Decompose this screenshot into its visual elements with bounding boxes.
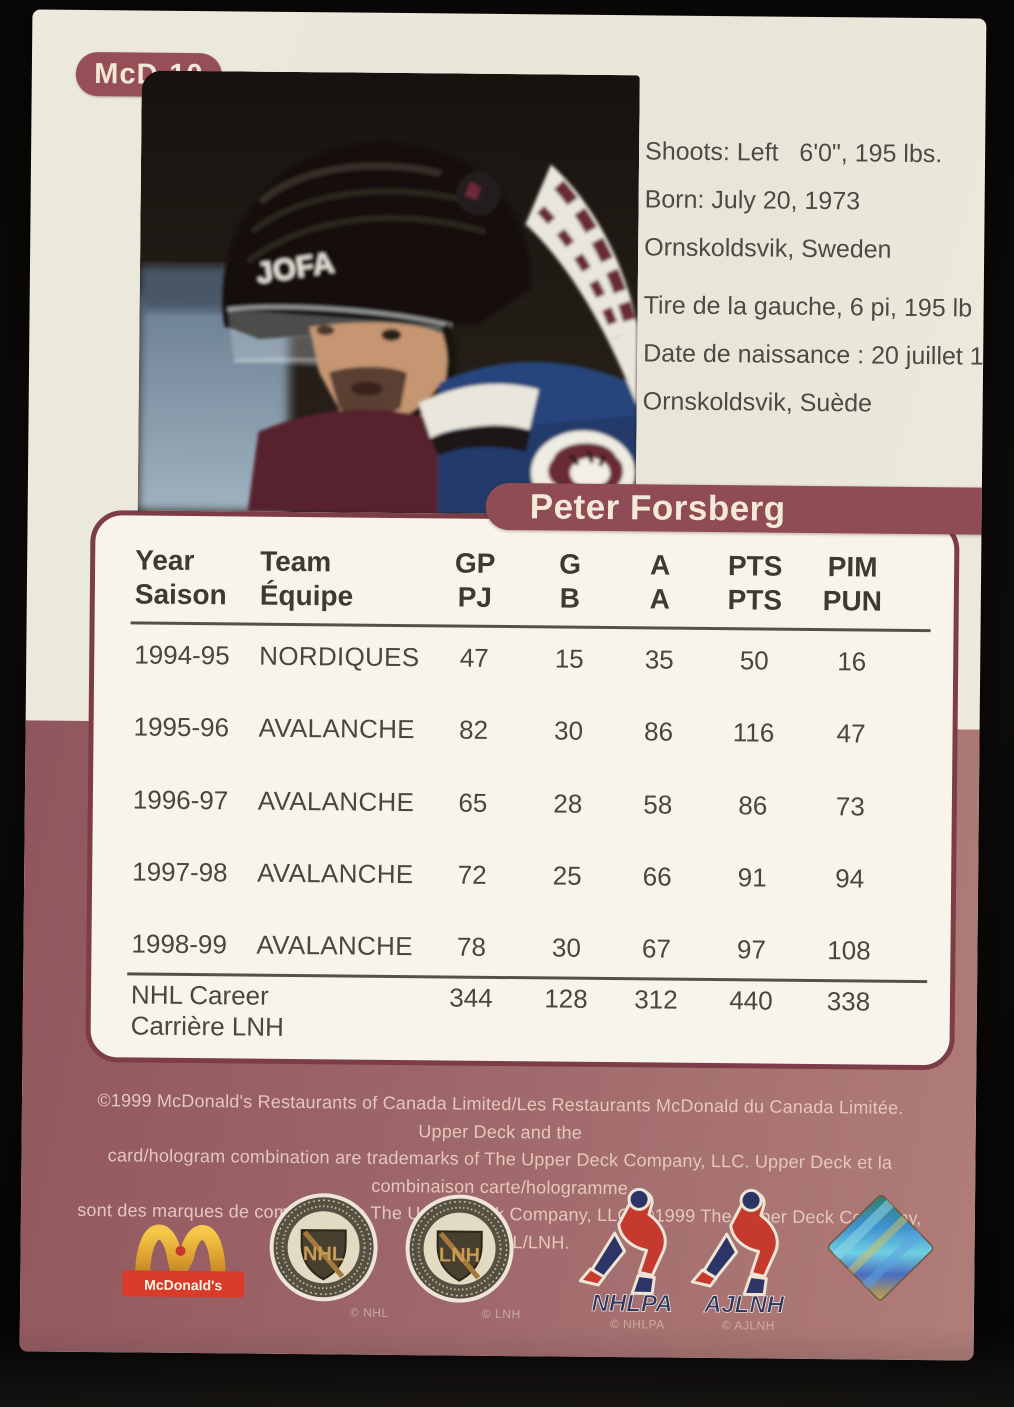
nhlpa-copyright-mark: © NHLPA: [609, 1317, 665, 1332]
player-photo: JOFA: [137, 70, 640, 516]
player-photo-illustration: JOFA: [137, 70, 640, 516]
career-totals-row: NHL Career Carrière LNH 344 128 312 440 …: [131, 979, 897, 1048]
header-points: PTS PTS: [727, 550, 783, 616]
copyright-line-1: ©1999 McDonald's Restaurants of Canada L…: [97, 1090, 904, 1143]
career-label: NHL Career Carrière LNH: [130, 979, 285, 1042]
bio-born-fr: Date de naissance : 20 juillet 1973: [643, 339, 987, 371]
nhl-seal-text: NHL: [303, 1243, 344, 1265]
bio-birthplace-en: Ornskoldsvik, Sweden: [644, 233, 892, 264]
player-bio: Shoots: Left 6'0", 195 lbs. Born: July 2…: [642, 127, 987, 428]
mcdonalds-logo: McDonald's: [120, 1194, 247, 1304]
stats-row-1996-97: 1996-97 AVALANCHE 65 28 58 86 73: [132, 783, 865, 821]
upper-deck-hologram: [820, 1187, 941, 1313]
career-gp: 344: [449, 982, 493, 1013]
bio-shoots-en: Shoots: Left 6'0", 195 lbs.: [644, 137, 943, 169]
nhlpa-label: NHLPA: [591, 1290, 672, 1318]
mcdonalds-label: McDonald's: [144, 1277, 222, 1294]
nhlpa-logo: NHLPA: [572, 1185, 693, 1323]
stats-row-1997-98: 1997-98 AVALANCHE 72 25 66 91 94: [132, 856, 865, 894]
header-year: Year Saison: [134, 544, 227, 611]
header-team: Team Équipe: [259, 545, 354, 612]
header-divider: [130, 621, 931, 633]
bio-born-en: Born: July 20, 1973: [644, 185, 861, 216]
trading-card-back: McD-10: [19, 9, 987, 1361]
ajlnh-label: AJLNH: [703, 1291, 785, 1319]
logo-strip: McDonald's NHL © NHL: [20, 1179, 975, 1348]
lnh-seal-logo: LNH: [404, 1193, 515, 1309]
header-gp: GP PJ: [454, 547, 496, 613]
stats-row-1994-95: 1994-95 NORDIQUES 47 15 35 50 16: [134, 639, 867, 677]
lnh-copyright-mark: © LNH: [481, 1306, 521, 1322]
bio-shoots-fr: Tire de la gauche, 6 pi, 195 lb: [643, 291, 973, 323]
player-name-banner: Peter Forsberg: [485, 482, 987, 535]
nhl-seal-logo: NHL: [268, 1192, 379, 1308]
career-pim: 338: [826, 986, 871, 1017]
header-pim: PIM PUN: [822, 551, 883, 617]
bio-birthplace-fr: Ornskoldsvik, Suède: [642, 387, 873, 418]
nhl-copyright-mark: © NHL: [349, 1305, 389, 1320]
ajlnh-logo: AJLNH: [684, 1186, 805, 1324]
stats-rows: 1994-95 NORDIQUES 47 15 35 50 16 1995-96 AVA…: [131, 639, 899, 1008]
career-assists: 312: [634, 984, 678, 1015]
career-points: 440: [729, 985, 773, 1016]
ajlnh-copyright-mark: © AJLNH: [721, 1318, 775, 1333]
career-goals: 128: [544, 983, 588, 1014]
lnh-seal-text: LNH: [439, 1244, 480, 1266]
player-name: Peter Forsberg: [529, 486, 786, 529]
stats-row-1995-96: 1995-96 AVALANCHE 82 30 86 116 47: [133, 711, 866, 749]
